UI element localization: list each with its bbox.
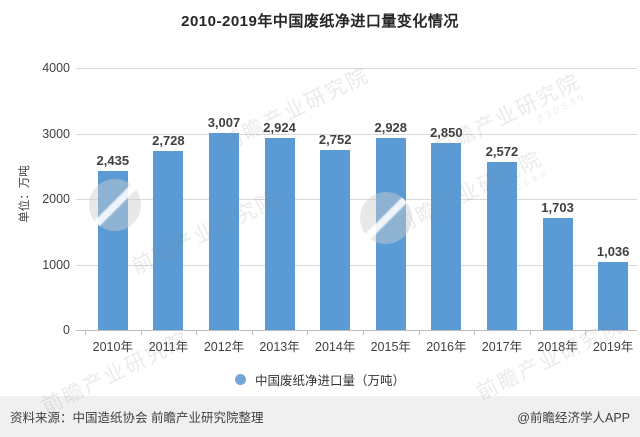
axis-tick xyxy=(196,331,198,335)
bar-value-label: 2,928 xyxy=(374,120,408,135)
bar xyxy=(542,218,573,330)
x-tick-label: 2016年 xyxy=(426,340,467,354)
axis-tick xyxy=(529,331,531,335)
bar-value-label: 2,728 xyxy=(152,133,185,148)
y-tick-label: 4000 xyxy=(42,61,70,75)
x-tick-label: 2019年 xyxy=(592,340,634,354)
bar xyxy=(486,162,517,330)
x-tick-label: 2010年 xyxy=(92,340,133,354)
axis-tick xyxy=(363,331,364,335)
gridline-4000 xyxy=(76,68,637,69)
bar-column-2018年: 1,703 xyxy=(530,68,586,330)
axis-tick xyxy=(474,331,476,335)
x-tick-label: 2017年 xyxy=(481,340,523,354)
y-tick-label: 1000 xyxy=(42,257,70,272)
bar-column-2011年: 2,728 xyxy=(141,68,197,330)
gridline-1000 xyxy=(76,264,637,266)
bar xyxy=(264,138,295,330)
legend-marker-icon xyxy=(234,374,246,385)
chart-title: 2010-2019年中国废纸净进口量变化情况 xyxy=(181,13,459,30)
plot-area xyxy=(76,68,637,331)
bar-value-label: 1,703 xyxy=(541,200,574,215)
x-tick-label: 2011年 xyxy=(148,340,189,354)
axis-tick xyxy=(585,331,587,335)
gridline-3000 xyxy=(76,133,637,135)
y-tick-label: 2000 xyxy=(42,192,70,206)
bar-column-2010年: 2,435 xyxy=(85,68,141,330)
x-tick-label: 2013年 xyxy=(259,340,300,354)
footer-bar: 资料来源：中国造纸协会 前瞻产业研究院整理 @前瞻经济学人APP xyxy=(0,396,640,437)
bar-value-label: 2,850 xyxy=(430,125,463,140)
bar xyxy=(320,150,351,330)
bar xyxy=(431,143,462,330)
credit-text: @前瞻经济学人APP xyxy=(517,411,630,425)
bar-series: 2,435 2,728 3,007 2,924 2,752 2,928 2,850 2,572… xyxy=(85,68,640,330)
x-tick-label: 2014年 xyxy=(315,340,356,354)
bar-column-2016年: 2,850 xyxy=(419,68,475,330)
axis-tick xyxy=(251,331,253,335)
axis-tick xyxy=(418,331,420,335)
legend-label: 中国废纸净进口量（万吨） xyxy=(254,374,405,388)
bar xyxy=(153,151,184,330)
gridline-2000 xyxy=(76,199,637,200)
x-axis-labels: 2010年 2011年 2012年 2013年 2014年 2015年 2016年 2017年… xyxy=(85,336,640,355)
bar-column-2017年: 2,572 xyxy=(474,68,530,330)
bar-value-label: 2,435 xyxy=(96,153,130,168)
y-tick-label: 3000 xyxy=(42,126,70,141)
bar-column-2015年: 2,928 xyxy=(363,68,419,330)
bar-value-label: 2,572 xyxy=(485,144,519,159)
axis-tick xyxy=(307,331,309,335)
bar-column-2013年: 2,924 xyxy=(252,68,308,330)
bar-value-label: 2,752 xyxy=(318,132,352,147)
bar xyxy=(208,133,239,330)
bar xyxy=(97,171,128,330)
bar-column-2014年: 2,752 xyxy=(307,68,363,330)
bar-value-label: 2,924 xyxy=(263,120,296,135)
axis-tick xyxy=(140,331,142,335)
bar xyxy=(598,262,629,330)
bar-value-label: 1,036 xyxy=(596,244,630,259)
y-tick-label: 0 xyxy=(63,323,70,337)
legend: 中国废纸净进口量（万吨） xyxy=(0,370,640,389)
source-text: 资料来源：中国造纸协会 前瞻产业研究院整理 xyxy=(10,411,264,425)
bar xyxy=(375,138,406,330)
x-tick-label: 2018年 xyxy=(537,340,578,354)
bar-value-label: 3,007 xyxy=(207,115,241,130)
axis-tick xyxy=(85,331,86,335)
bar-column-2012年: 3,007 xyxy=(196,68,252,330)
bar-column-2019年: 1,036 xyxy=(585,68,640,330)
x-axis-ticks xyxy=(85,330,640,335)
x-tick-label: 2015年 xyxy=(370,340,411,354)
x-tick-label: 2012年 xyxy=(203,340,245,354)
x-axis-line xyxy=(76,330,637,331)
